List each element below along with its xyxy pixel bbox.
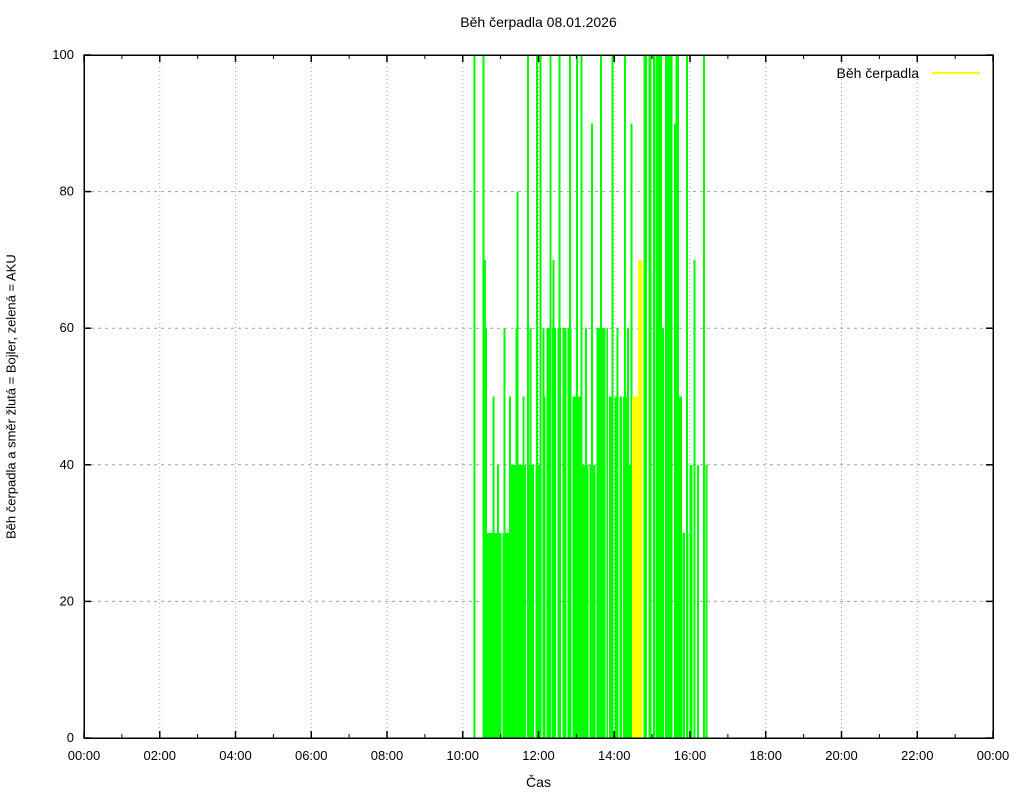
svg-text:22:00: 22:00 [901, 748, 934, 763]
svg-text:04:00: 04:00 [219, 748, 252, 763]
y-axis-label: Běh čerpadla a směr žlutá = Bojler, zele… [3, 254, 19, 539]
chart-title: Běh čerpadla 08.01.2026 [460, 14, 617, 30]
svg-text:40: 40 [60, 457, 74, 472]
svg-text:100: 100 [52, 47, 74, 62]
svg-text:20:00: 20:00 [825, 748, 858, 763]
legend-label: Běh čerpadla [836, 65, 919, 81]
svg-text:00:00: 00:00 [68, 748, 101, 763]
legend: Běh čerpadla [790, 65, 980, 81]
svg-text:80: 80 [60, 184, 74, 199]
svg-text:02:00: 02:00 [143, 748, 176, 763]
svg-text:16:00: 16:00 [674, 748, 707, 763]
svg-text:06:00: 06:00 [295, 748, 328, 763]
svg-text:14:00: 14:00 [598, 748, 631, 763]
svg-text:0: 0 [67, 730, 74, 745]
svg-text:18:00: 18:00 [749, 748, 782, 763]
svg-text:20: 20 [60, 593, 74, 608]
x-axis-label: Čas [526, 774, 551, 790]
svg-text:00:00: 00:00 [977, 748, 1010, 763]
svg-text:10:00: 10:00 [446, 748, 479, 763]
svg-text:08:00: 08:00 [371, 748, 404, 763]
svg-text:60: 60 [60, 320, 74, 335]
legend-color-line [932, 72, 980, 74]
svg-text:12:00: 12:00 [522, 748, 555, 763]
